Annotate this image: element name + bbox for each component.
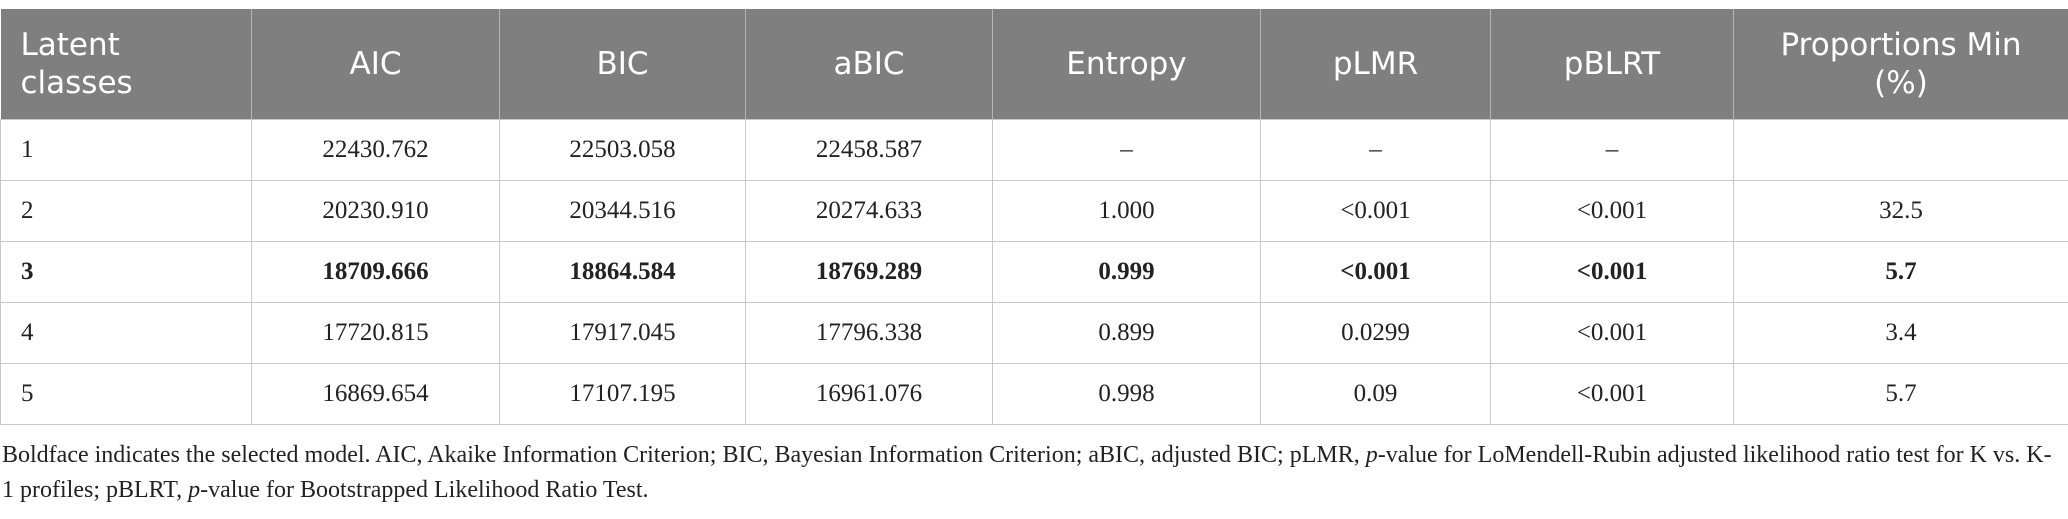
- column-header: Entropy: [992, 9, 1261, 119]
- column-header: Proportions Min (%): [1733, 9, 2068, 119]
- table-row: 5 16869.654 17107.195 16961.076 0.998 0.09 <0.…: [0, 362, 2068, 425]
- table-cell: <0.001: [1490, 240, 1734, 303]
- table-cell: 32.5: [1733, 179, 2068, 242]
- table-cell: 5.7: [1733, 240, 2068, 303]
- table-cell: <0.001: [1490, 301, 1734, 364]
- table-cell: –: [1260, 118, 1491, 181]
- note-text: Boldface indicates the selected model. A…: [2, 442, 1366, 468]
- table-cell: 18709.666: [251, 240, 500, 303]
- table-cell: 22458.587: [745, 118, 993, 181]
- note-text: -value for LoMendell-Rubin adjusted like…: [2, 442, 2052, 503]
- header-row: Latent classes AIC BIC aBIC Entropy pLMR pBLRT…: [0, 9, 2068, 119]
- table-cell: 5.7: [1733, 362, 2068, 425]
- table-cell: 18769.289: [745, 240, 993, 303]
- table-cell: 0.998: [992, 362, 1261, 425]
- table-cell: –: [1490, 118, 1734, 181]
- table-header: Latent classes AIC BIC aBIC Entropy pLMR pBLRT…: [0, 9, 2068, 119]
- table-cell: 22503.058: [499, 118, 746, 181]
- table-cell: 22430.762: [251, 118, 500, 181]
- results-table: Latent classes AIC BIC aBIC Entropy pLMR pBLRT…: [0, 9, 2068, 425]
- table-cell: 1: [0, 118, 252, 181]
- table-row: 3 18709.666 18864.584 18769.289 0.999 <0.001 <…: [0, 240, 2068, 303]
- table-row: 1 22430.762 22503.058 22458.587– – –: [0, 118, 2068, 181]
- table-cell: 4: [0, 301, 252, 364]
- column-header: pLMR: [1260, 9, 1491, 119]
- italic-text: p: [1365, 442, 1378, 468]
- table-row: 4 17720.815 17917.045 17796.338 0.899 0.0299 <…: [0, 301, 2068, 364]
- table-cell: 18864.584: [499, 240, 746, 303]
- column-header: pBLRT: [1490, 9, 1734, 119]
- note-text: -value for Bootstrapped Likelihood Ratio…: [200, 477, 649, 503]
- column-header: aBIC: [745, 9, 993, 119]
- table-body: 1 22430.762 22503.058 22458.587– – –2 20230.91…: [0, 118, 2068, 425]
- table-cell: 16869.654: [251, 362, 500, 425]
- table-cell: 17107.195: [499, 362, 746, 425]
- table-row: 2 20230.910 20344.516 20274.633 1.000 <0.001 <…: [0, 179, 2068, 242]
- table-cell: 2: [0, 179, 252, 242]
- table-cell: 20230.910: [251, 179, 500, 242]
- table-cell: <0.001: [1260, 240, 1491, 303]
- footnote: Boldface indicates the selected model. A…: [2, 438, 2062, 508]
- table-cell: 17720.815: [251, 301, 500, 364]
- table-cell: 0.899: [992, 301, 1261, 364]
- table-cell: 5: [0, 362, 252, 425]
- table-cell: 0.999: [992, 240, 1261, 303]
- table-cell: <0.001: [1260, 179, 1491, 242]
- italic-text: p: [188, 477, 201, 503]
- table-cell: 3.4: [1733, 301, 2068, 364]
- column-header: Latent classes: [0, 9, 252, 119]
- table-cell: 20344.516: [499, 179, 746, 242]
- table-cell: 1.000: [992, 179, 1261, 242]
- table-cell: <0.001: [1490, 362, 1734, 425]
- table-cell: 20274.633: [745, 179, 993, 242]
- table-cell: 16961.076: [745, 362, 993, 425]
- table-cell: 0.0299: [1260, 301, 1491, 364]
- table-cell: 17917.045: [499, 301, 746, 364]
- table-cell: 3: [0, 240, 252, 303]
- table-cell: [1733, 118, 2068, 181]
- table-cell: –: [992, 118, 1261, 181]
- column-header: AIC: [251, 9, 500, 119]
- table-cell: <0.001: [1490, 179, 1734, 242]
- table-cell: 17796.338: [745, 301, 993, 364]
- table-cell: 0.09: [1260, 362, 1491, 425]
- column-header: BIC: [499, 9, 746, 119]
